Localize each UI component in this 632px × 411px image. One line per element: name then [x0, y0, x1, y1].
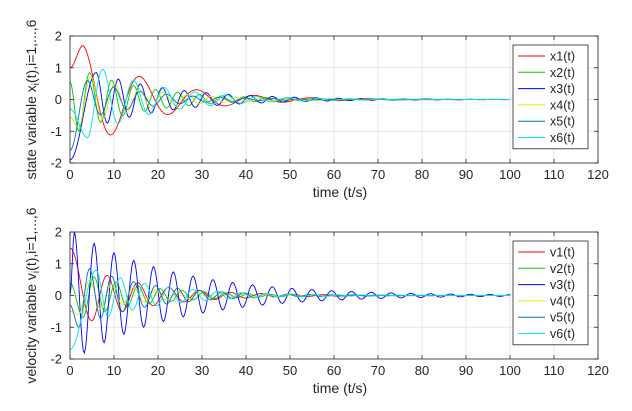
series-line-v3t	[70, 232, 511, 355]
x-tick-label: 50	[283, 167, 297, 182]
series-line-v6t	[70, 269, 511, 350]
legend-label: x2(t)	[550, 66, 575, 80]
x-tick-label: 30	[195, 167, 209, 182]
legend-label: v1(t)	[550, 246, 575, 260]
legend-label: v6(t)	[550, 327, 575, 341]
x-tick-label: 90	[459, 363, 473, 378]
y-axis-label: state variable xi(t),i=1,...,6	[23, 19, 42, 179]
x-tick-label: 70	[371, 167, 385, 182]
x-tick-label: 60	[327, 167, 341, 182]
legend-label: v2(t)	[550, 262, 575, 276]
x-tick-label: 40	[239, 167, 253, 182]
y-axis-label: velocity variable vi(t),i=1,...,6	[23, 207, 42, 383]
y-tick-label: -1	[50, 124, 62, 139]
x-axis-label: time (t/s)	[313, 380, 367, 396]
x-tick-label: 30	[195, 363, 209, 378]
x-tick-label: 80	[415, 167, 429, 182]
legend-box	[512, 240, 589, 346]
x-tick-label: 120	[587, 363, 609, 378]
legend-label: x3(t)	[550, 82, 575, 96]
chart-panel-1: 0 10 20 30 40 50 60 70 80 90 100 110 120 -2 -1 0 1 2 time …	[23, 19, 609, 200]
x-tick-label: 0	[66, 167, 73, 182]
y-tick-label: 0	[55, 288, 62, 303]
legend-label: x4(t)	[550, 98, 575, 112]
x-tick-label: 60	[327, 363, 341, 378]
legend-label: x5(t)	[550, 115, 575, 129]
x-tick-label: 10	[107, 363, 121, 378]
legend-label: x1(t)	[550, 50, 575, 64]
y-tick-label: -1	[50, 320, 62, 335]
y-tick-label: -2	[50, 156, 62, 171]
x-tick-label: 10	[107, 167, 121, 182]
y-tick-label: -2	[50, 352, 62, 367]
x-tick-label: 20	[151, 363, 165, 378]
x-tick-label: 90	[459, 167, 473, 182]
legend-label: x6(t)	[550, 131, 575, 145]
x-tick-label: 40	[239, 363, 253, 378]
x-tick-label: 100	[499, 167, 521, 182]
x-tick-label: 110	[544, 167, 565, 182]
series-line-x6t	[70, 68, 511, 139]
legend-box	[512, 44, 589, 150]
y-tick-label: 2	[55, 29, 62, 44]
y-tick-label: 2	[55, 225, 62, 240]
x-tick-label: 80	[415, 363, 429, 378]
y-tick-label: 0	[55, 92, 62, 107]
y-tick-label: 1	[55, 60, 62, 75]
legend-label: v3(t)	[550, 278, 575, 292]
x-tick-label: 20	[151, 167, 165, 182]
legend-label: v4(t)	[550, 294, 575, 308]
x-tick-label: 100	[499, 363, 521, 378]
legend-label: v5(t)	[550, 311, 575, 325]
x-tick-label: 70	[371, 363, 385, 378]
y-tick-label: 1	[55, 256, 62, 271]
x-tick-label: 120	[587, 167, 609, 182]
x-tick-label: 0	[66, 363, 73, 378]
x-axis-label: time (t/s)	[313, 184, 367, 200]
x-tick-label: 50	[283, 363, 297, 378]
chart-panel-2: 0 10 20 30 40 50 60 70 80 90 100 110 120 -2 -1 0 1 2 time …	[23, 207, 609, 396]
x-tick-label: 110	[544, 363, 565, 378]
